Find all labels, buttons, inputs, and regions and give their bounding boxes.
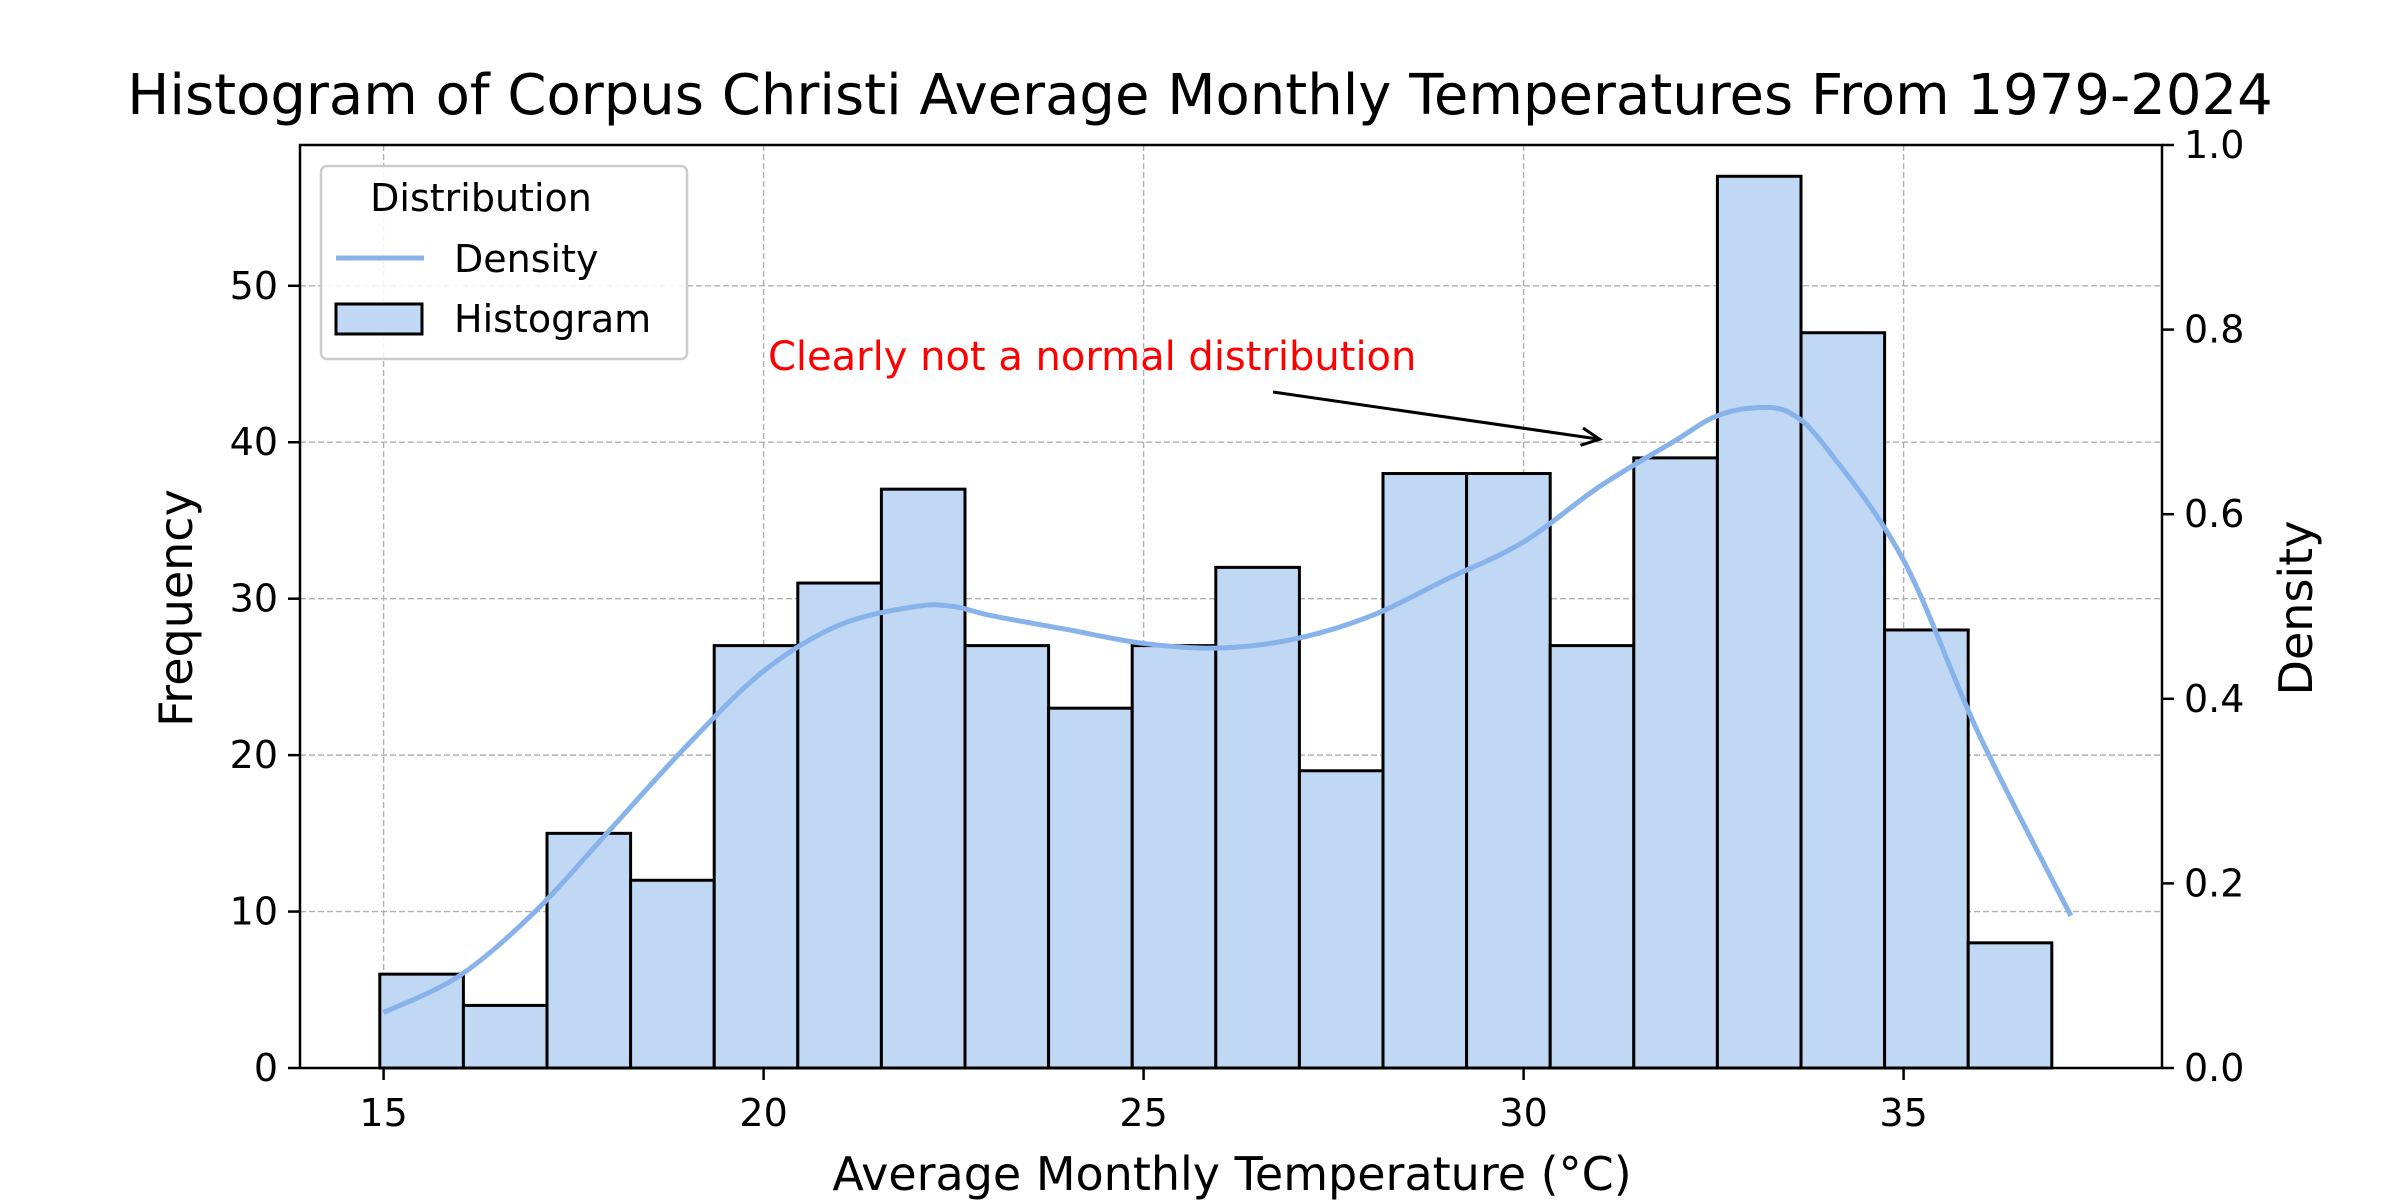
x-tick-label: 30 [1499, 1091, 1547, 1135]
plot-frame [298, 143, 2164, 1070]
y2-tick-label: 0.0 [2184, 1046, 2244, 1090]
y2-tick-label: 0.6 [2184, 492, 2244, 536]
density-curve-layer [382, 404, 2074, 1015]
annotation: Clearly not a normal distribution [768, 334, 1604, 447]
histogram-bar [629, 878, 716, 1070]
y2-axis-label: Density [2269, 521, 2323, 696]
legend-title: Distribution [370, 176, 592, 220]
legend-histogram-label: Histogram [454, 297, 651, 341]
histogram-bar [1548, 644, 1636, 1070]
histogram-bar [1130, 644, 1218, 1070]
histogram-bar [879, 487, 967, 1070]
y2-tick-label: 1.0 [2184, 123, 2244, 167]
histogram-bar [545, 831, 633, 1070]
density-curve [382, 404, 2074, 1015]
histogram-bar [1214, 565, 1301, 1070]
histogram-bar [1799, 331, 1887, 1070]
y-tick-label: 10 [230, 890, 278, 934]
y-tick-label: 30 [230, 577, 278, 621]
histogram-bar [712, 644, 800, 1070]
y2-tick-label: 0.2 [2184, 861, 2244, 905]
legend: Distribution Density Histogram [319, 164, 689, 361]
histogram-bar [1966, 941, 2054, 1070]
histogram-bars [378, 174, 2054, 1070]
annotation-arrow [1272, 390, 1600, 441]
y-tick-label: 40 [230, 420, 278, 464]
annotation-arrowhead [1580, 426, 1604, 447]
histogram-bar [1715, 174, 1803, 1070]
y2-tick-label: 0.8 [2184, 308, 2244, 352]
histogram-bar [796, 581, 883, 1070]
histogram-bar [1381, 472, 1469, 1070]
y-axis-ticks: 0 10 20 30 40 50 [230, 264, 300, 1090]
histogram-bar [1883, 628, 1970, 1070]
histogram-bar [1632, 456, 1719, 1070]
y2-axis-ticks: 0.0 0.2 0.4 0.6 0.8 1.0 [2162, 123, 2244, 1090]
x-axis-ticks: 15 20 25 30 35 [359, 1068, 1928, 1135]
histogram-bar [378, 972, 465, 1070]
legend-density-label: Density [454, 237, 598, 281]
legend-histogram-swatch [334, 302, 424, 336]
histogram-bar [963, 644, 1051, 1070]
y-tick-label: 0 [254, 1046, 278, 1090]
x-tick-label: 25 [1119, 1091, 1167, 1135]
y2-tick-label: 0.4 [2184, 677, 2244, 721]
y-tick-label: 50 [230, 264, 278, 308]
x-tick-label: 20 [739, 1091, 787, 1135]
histogram-bar [1047, 706, 1134, 1070]
histogram-bar [461, 1003, 549, 1070]
y-axis-label: Frequency [149, 489, 203, 727]
x-tick-label: 35 [1879, 1091, 1927, 1135]
x-axis-label: Average Monthly Temperature (°C) [832, 1147, 1631, 1200]
x-tick-label: 15 [359, 1091, 407, 1135]
y-tick-label: 20 [230, 733, 278, 777]
histogram-bar [1297, 769, 1385, 1070]
annotation-text: Clearly not a normal distribution [768, 334, 1416, 380]
chart-title: Histogram of Corpus Christi Average Mont… [127, 63, 2272, 128]
